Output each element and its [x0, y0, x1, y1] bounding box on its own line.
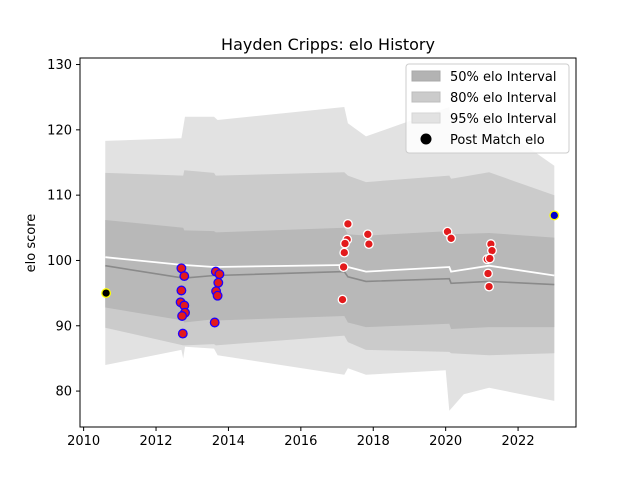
legend-swatch: [411, 70, 441, 82]
data-point: [213, 277, 224, 288]
data-point: [446, 233, 457, 244]
data-point: [337, 294, 348, 305]
plot-area: [101, 107, 560, 411]
y-tick-label: 80: [55, 385, 72, 400]
x-tick-label: 2016: [284, 434, 317, 449]
data-point: [214, 269, 225, 280]
legend-label: Post Match elo: [450, 133, 545, 148]
data-point: [342, 218, 353, 229]
chart-title: Hayden Cripps: elo History: [221, 35, 435, 54]
x-tick-label: 2010: [67, 434, 100, 449]
axes: 2010 2012 2014 2016 2018 2020 2022 80 90 100 110 12…: [47, 57, 577, 449]
legend-label: 50% elo Interval: [450, 70, 557, 85]
data-point: [212, 290, 223, 301]
data-point: [209, 317, 220, 328]
data-point: [101, 288, 112, 299]
data-point: [484, 253, 495, 264]
y-tick-label: 100: [47, 254, 72, 269]
y-tick-label: 130: [47, 58, 72, 73]
data-point: [549, 210, 560, 221]
y-tick-label: 90: [55, 319, 72, 334]
legend-label: 95% elo Interval: [450, 112, 557, 127]
data-point: [177, 328, 188, 339]
x-tick-label: 2018: [357, 434, 390, 449]
x-tick-label: 2012: [139, 434, 172, 449]
legend-label: 80% elo Interval: [450, 91, 557, 106]
data-point: [177, 311, 188, 321]
data-point: [338, 262, 349, 272]
x-tick-label: 2020: [429, 434, 462, 449]
legend: 50% elo Interval 80% elo Interval 95% elo …: [405, 63, 570, 154]
x-tick-label: 2014: [212, 434, 245, 449]
y-tick-label: 110: [47, 189, 72, 204]
data-point: [484, 281, 495, 292]
data-point: [339, 247, 350, 258]
y-axis-label: elo score: [24, 214, 39, 273]
legend-marker: [420, 133, 432, 145]
data-point: [483, 268, 493, 279]
data-point: [176, 285, 187, 296]
legend-box: [405, 63, 570, 154]
y-tick-label: 120: [47, 123, 72, 138]
data-point: [363, 239, 374, 250]
legend-swatch: [411, 91, 441, 103]
data-point: [362, 229, 373, 240]
band-50: [105, 220, 555, 329]
data-point: [340, 238, 350, 249]
x-tick-label: 2022: [502, 434, 535, 449]
legend-swatch: [411, 112, 441, 124]
axes-frame: [79, 57, 577, 428]
data-point: [179, 271, 190, 282]
